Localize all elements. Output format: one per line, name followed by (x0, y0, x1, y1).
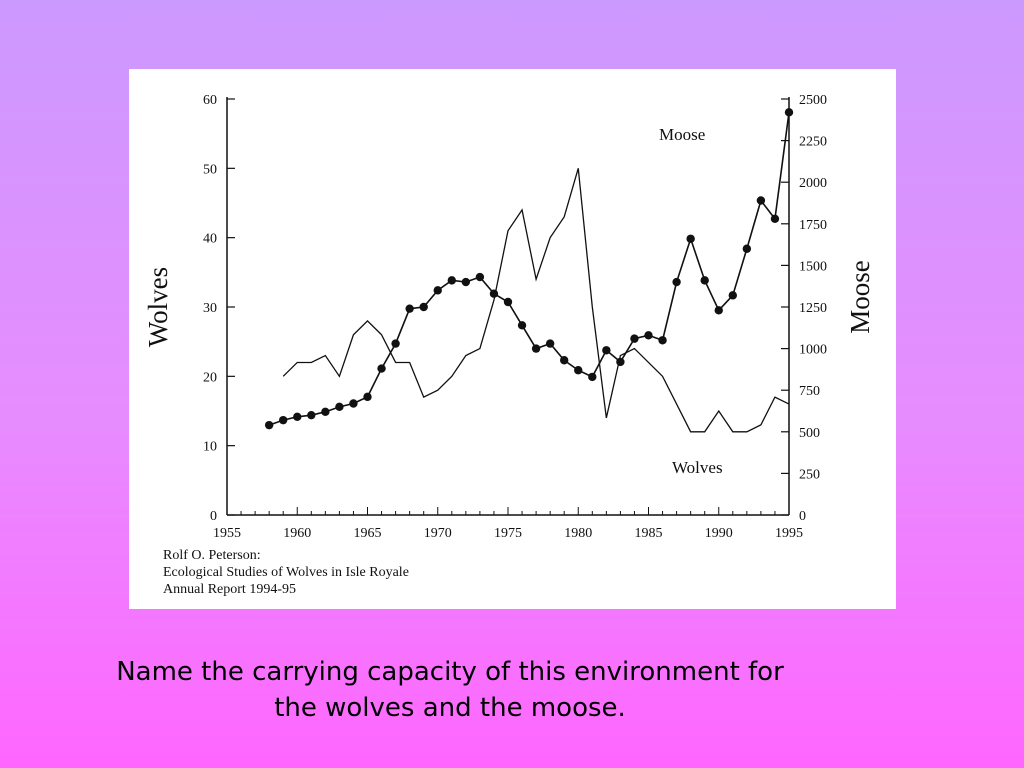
moose-series-label: Moose (659, 125, 705, 144)
series-point-moose (447, 276, 456, 285)
series-point-moose (588, 372, 597, 382)
x-tick-label: 1955 (213, 526, 241, 541)
right-tick-label: 1000 (799, 343, 827, 358)
x-tick-label: 1995 (775, 526, 803, 541)
right-tick-label: 250 (799, 467, 820, 482)
series-point-moose (293, 412, 302, 422)
series-point-moose (630, 334, 639, 343)
question-line-2: the wolves and the moose. (274, 693, 626, 723)
right-tick-label: 2250 (799, 135, 827, 150)
x-tick-label: 1965 (354, 526, 382, 541)
right-tick-label: 0 (799, 509, 806, 524)
series-point-moose (475, 272, 485, 282)
x-tick-label: 1975 (494, 526, 522, 541)
x-tick-label: 1980 (564, 526, 592, 541)
chart-svg: 0 10 20 30 40 50 60 0 250 500 750 1000 1250 1500 1750 2… (143, 93, 875, 597)
series-point-moose (714, 306, 723, 315)
series-point-moose (756, 196, 766, 205)
right-tick-label: 1750 (799, 218, 827, 233)
series-point-moose (602, 346, 611, 355)
series-point-moose (770, 214, 780, 224)
series-point-moose (503, 297, 513, 307)
left-tick-label: 0 (210, 509, 217, 524)
left-axis-title: Wolves (143, 267, 173, 347)
left-tick-label: 50 (203, 162, 217, 177)
x-tick-label: 1960 (283, 526, 311, 541)
x-tick-label: 1990 (705, 526, 733, 541)
series-point-moose (419, 302, 428, 312)
series-point-moose (279, 415, 288, 425)
series-point-moose (545, 339, 555, 348)
series-point-moose (264, 420, 274, 430)
series-point-moose (560, 356, 569, 365)
series-point-moose (658, 336, 667, 345)
series-point-moose (405, 304, 414, 313)
right-tick-label: 2500 (799, 93, 827, 108)
series-line-wolves (282, 168, 790, 433)
x-tick-label: 1985 (635, 526, 663, 541)
series-point-moose (517, 321, 527, 330)
series-line-moose (268, 112, 790, 426)
right-tick-label: 1500 (799, 259, 827, 274)
right-tick-label: 1250 (799, 301, 827, 316)
right-tick-label: 750 (799, 384, 820, 399)
series-point-moose (616, 357, 625, 367)
series-point-moose (377, 364, 386, 373)
series-point-moose (461, 277, 471, 287)
series-point-moose (531, 344, 541, 353)
citation-line: Rolf O. Peterson: (163, 548, 261, 563)
right-tick-label: 500 (799, 426, 820, 441)
series-point-moose (349, 399, 358, 408)
question-line-1: Name the carrying capacity of this envir… (116, 657, 784, 687)
right-axis-title: Moose (845, 260, 875, 334)
series-point-moose (335, 402, 344, 412)
left-tick-label: 20 (203, 370, 217, 385)
left-tick-label: 10 (203, 440, 217, 455)
series-point-moose (784, 108, 794, 117)
right-tick-label: 2000 (799, 176, 827, 191)
series-point-moose (433, 286, 442, 295)
series-point-moose (742, 244, 752, 253)
chart-panel: 0 10 20 30 40 50 60 0 250 500 750 1000 1250 1500 1750 2… (129, 69, 896, 609)
series-point-moose (686, 234, 695, 243)
series-point-moose (307, 410, 316, 420)
series-point-moose (728, 291, 737, 300)
left-tick-label: 30 (203, 301, 217, 316)
series-point-moose (489, 289, 499, 298)
question-text: Name the carrying capacity of this envir… (0, 654, 900, 726)
series-point-moose (574, 366, 583, 375)
series-point-moose (672, 277, 681, 287)
series-point-moose (321, 407, 330, 417)
x-tick-label: 1970 (424, 526, 452, 541)
series-point-moose (700, 276, 709, 285)
citation-line: Annual Report 1994-95 (163, 582, 296, 597)
series-point-moose (391, 339, 400, 348)
series-point-moose (363, 392, 372, 402)
citation-line: Ecological Studies of Wolves in Isle Roy… (163, 565, 409, 580)
left-tick-label: 60 (203, 93, 217, 108)
series-point-moose (644, 331, 653, 340)
left-tick-label: 40 (203, 232, 217, 247)
wolves-series-label: Wolves (672, 458, 723, 477)
